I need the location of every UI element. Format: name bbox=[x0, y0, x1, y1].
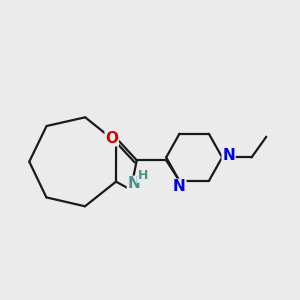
Text: N: N bbox=[222, 148, 235, 164]
Text: N: N bbox=[128, 176, 140, 191]
Text: N: N bbox=[173, 179, 186, 194]
Text: H: H bbox=[137, 169, 148, 182]
Text: O: O bbox=[105, 131, 118, 146]
